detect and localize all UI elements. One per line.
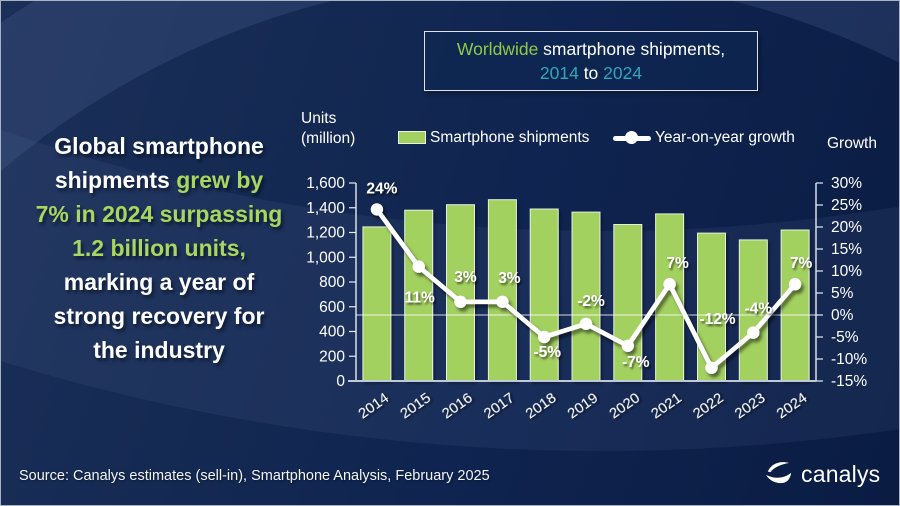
headline-line: marking a year of [13,265,305,299]
headline-line: strong recovery for [13,299,305,333]
headline-line: 7% in 2024 surpassing [13,197,305,231]
canalys-swoosh-icon [766,462,792,484]
x-tick-2022: 2022 [690,389,727,422]
bar-2024 [780,229,810,382]
left-axis-tick-label-1000: 1,000 [306,249,345,266]
source-note: Source: Canalys estimates (sell-in), Sma… [19,468,490,484]
left-axis-tick-label-1400: 1,400 [306,200,345,217]
headline-line: shipments grew by [13,163,305,197]
x-tick-2019: 2019 [564,389,601,422]
growth-label-2023: -4% [745,301,773,318]
growth-point-2018 [538,330,551,344]
growth-point-2021 [663,278,676,291]
text-segment: to [578,63,604,83]
text-segment: grew by [176,167,264,193]
left-axis-tick-label-1200: 1,200 [306,225,345,242]
left-axis-title-line2: (million) [301,130,356,147]
growth-label-2022: -12% [699,311,735,328]
x-tick-2024: 2024 [773,389,810,422]
headline: Global smartphone shipments grew by 7% in … [13,129,305,367]
legend-label-shipments: Smartphone shipments [430,129,590,146]
bar-2014 [362,226,392,382]
x-tick-2021: 2021 [648,389,685,422]
right-axis-tick-label-5: 5% [831,285,854,302]
x-tick-2017: 2017 [481,389,518,422]
text-segment: smartphone shipments, [543,39,726,59]
text-segment: strong recovery for [53,303,265,329]
growth-point-2019 [579,317,593,330]
text-segment: 2014 [539,63,579,83]
text-segment: 2024 [603,63,643,83]
left-axis-tick-label-200: 200 [319,348,345,365]
text-segment: Worldwide [456,39,544,59]
growth-label-2017: 3% [498,270,521,287]
growth-point-2016 [454,295,467,308]
left-axis-title: Units (million) [301,109,355,149]
headline-line: the industry [13,333,305,367]
left-axis-tick-label-800: 800 [319,274,345,291]
growth-point-2023 [747,326,760,339]
canalys-logo: canalys [761,457,880,491]
text-segment: shipments [54,167,177,193]
x-tick-2020: 2020 [606,389,643,422]
text-segment: 7% in 2024 surpassing [35,201,283,227]
legend-bar-swatch-icon [398,131,426,144]
growth-point-2022 [705,361,718,374]
right-axis-tick-label--5: -5% [831,329,859,346]
headline-line: 1.2 billion units, [13,231,305,265]
growth-label-2016: 3% [454,269,477,286]
growth-point-2014 [370,203,384,216]
left-axis-tick-label-0: 0 [336,373,345,390]
growth-label-2021: 7% [666,255,689,272]
legend-dot-icon [625,131,638,144]
text-segment: 1.2 billion units, [72,235,246,261]
growth-point-2015 [412,260,425,273]
right-axis-tick-label-25: 25% [831,197,862,214]
x-tick-2014: 2014 [355,389,392,422]
growth-point-2024 [788,278,802,291]
bar-2022 [697,232,726,382]
right-axis-tick-label-10: 10% [831,263,862,280]
left-axis-tick-label-1600: 1,600 [306,175,345,192]
legend-label-growth: Year-on-year growth [655,129,795,146]
right-axis-title: Growth [827,135,877,152]
bar-2019 [571,211,601,382]
right-axis-tick-label-0: 0% [831,307,854,324]
bar-2020 [613,224,643,382]
growth-label-2014: 24% [366,180,397,197]
bar-2023 [738,239,768,382]
headline-line: Global smartphone [13,129,305,163]
left-axis-tick-label-600: 600 [319,299,345,316]
right-axis-tick-label--10: -10% [831,351,867,368]
bar-2015 [404,209,434,382]
chart-title-line-2: 2014 to 2024 [540,61,642,85]
left-axis-title-line1: Units [301,110,337,127]
growth-label-2020: -7% [622,354,650,371]
x-tick-2023: 2023 [731,389,768,422]
growth-label-2019: -2% [577,293,605,310]
right-axis-tick-label-20: 20% [831,219,862,236]
bar-2018 [529,208,559,382]
chart-title-box: Worldwide smartphone shipments, 2014 to … [424,31,758,91]
text-segment: the industry [93,337,225,363]
right-axis-tick-label-30: 30% [831,175,862,192]
bar-2017 [487,199,517,382]
x-tick-2015: 2015 [397,389,434,422]
growth-label-2018: -5% [533,344,561,361]
right-axis-tick-label--15: -15% [831,373,867,390]
x-tick-2016: 2016 [439,389,476,422]
text-segment: Global smartphone [54,133,264,159]
growth-point-2017 [496,295,509,308]
growth-label-2015: 11% [405,290,435,307]
canalys-logo-text: canalys [801,460,881,487]
text-segment: marking a year of [63,269,255,295]
growth-label-2024: 7% [790,255,813,272]
x-tick-2018: 2018 [522,389,559,422]
right-axis-tick-label-15: 15% [831,241,862,258]
chart-title-line-1: Worldwide smartphone shipments, [457,37,725,61]
growth-point-2020 [621,339,634,352]
left-axis-tick-label-400: 400 [319,324,345,341]
